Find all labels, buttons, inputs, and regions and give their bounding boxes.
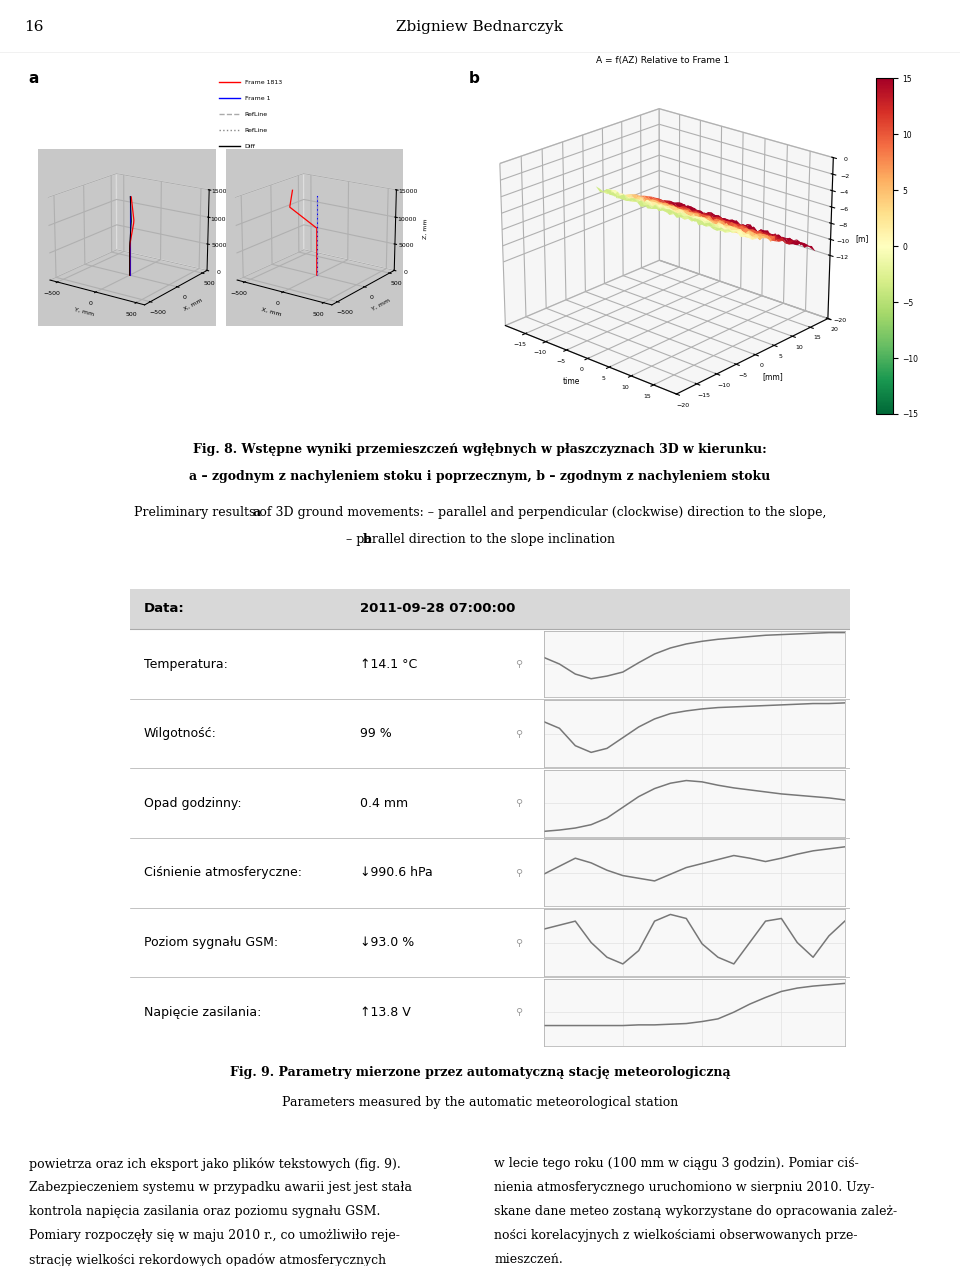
Text: ↑14.1 °C: ↑14.1 °C	[360, 657, 418, 671]
Bar	[130, 589, 850, 629]
Text: ⚲: ⚲	[515, 938, 522, 947]
Text: ⚲: ⚲	[515, 868, 522, 877]
Text: w lecie tego roku (100 mm w ciągu 3 godzin). Pomiar ciś-: w lecie tego roku (100 mm w ciągu 3 godz…	[494, 1157, 859, 1170]
Text: Frame 1813: Frame 1813	[245, 80, 282, 85]
Text: Pomiary rozpoczęły się w maju 2010 r., co umożliwiło reje-: Pomiary rozpoczęły się w maju 2010 r., c…	[29, 1229, 399, 1242]
Text: ↑13.8 V: ↑13.8 V	[360, 1005, 411, 1019]
Text: ⚲: ⚲	[515, 660, 522, 668]
Text: Frame 1: Frame 1	[245, 96, 270, 101]
Text: b: b	[363, 533, 372, 546]
Text: a: a	[29, 71, 39, 86]
Text: ności korelacyjnych z wielkościami obserwowanych prze-: ności korelacyjnych z wielkościami obser…	[494, 1229, 858, 1242]
Text: Data:: Data:	[144, 603, 184, 615]
Text: Temperatura:: Temperatura:	[144, 657, 228, 671]
Text: Parameters measured by the automatic meteorological station: Parameters measured by the automatic met…	[282, 1096, 678, 1109]
Text: Diff: Diff	[245, 144, 255, 148]
Y-axis label: X, mm: X, mm	[183, 298, 204, 311]
Text: Zabezpieczeniem systemu w przypadku awarii jest jest stała: Zabezpieczeniem systemu w przypadku awar…	[29, 1181, 412, 1194]
X-axis label: Y, mm: Y, mm	[74, 306, 94, 316]
Text: mieszczeń.: mieszczeń.	[494, 1253, 564, 1266]
X-axis label: X, mm: X, mm	[261, 306, 282, 316]
Text: Zbigniew Bednarczyk: Zbigniew Bednarczyk	[396, 19, 564, 34]
Text: Fig. 8. Wstępne wyniki przemieszczeń wgłębnych w płaszczyznach 3D w kierunku:: Fig. 8. Wstępne wyniki przemieszczeń wgł…	[193, 443, 767, 456]
Text: 16: 16	[24, 19, 43, 34]
Text: strację wielkości rekordowych opadów atmosferycznych: strację wielkości rekordowych opadów atm…	[29, 1253, 386, 1266]
Text: ⚲: ⚲	[515, 1008, 522, 1017]
Text: Wilgotność:: Wilgotność:	[144, 727, 217, 741]
Text: powietrza oraz ich eksport jako plików tekstowych (fig. 9).: powietrza oraz ich eksport jako plików t…	[29, 1157, 400, 1171]
Title: A = f(AZ) Relative to Frame 1: A = f(AZ) Relative to Frame 1	[596, 56, 729, 65]
Text: RefLine: RefLine	[245, 111, 268, 116]
Text: kontrola napięcia zasilania oraz poziomu sygnału GSM.: kontrola napięcia zasilania oraz poziomu…	[29, 1205, 380, 1218]
Text: 2011-09-28 07:00:00: 2011-09-28 07:00:00	[360, 603, 516, 615]
Text: b: b	[468, 71, 479, 86]
Text: – parallel direction to the slope inclination: – parallel direction to the slope inclin…	[346, 533, 614, 546]
Text: nienia atmosferycznego uruchomiono w sierpniu 2010. Uzy-: nienia atmosferycznego uruchomiono w sie…	[494, 1181, 875, 1194]
Text: ↓93.0 %: ↓93.0 %	[360, 936, 415, 950]
Text: a – zgodnym z nachyleniem stoku i poprzecznym, b – zgodnym z nachyleniem stoku: a – zgodnym z nachyleniem stoku i poprze…	[189, 470, 771, 482]
Text: ↓990.6 hPa: ↓990.6 hPa	[360, 866, 433, 880]
Text: Opad godzinny:: Opad godzinny:	[144, 796, 242, 810]
Text: Fig. 9. Parametry mierzone przez automatyczną stację meteorologiczną: Fig. 9. Parametry mierzone przez automat…	[229, 1066, 731, 1079]
Text: Preliminary results of 3D ground movements: – parallel and perpendicular (clockw: Preliminary results of 3D ground movemen…	[133, 506, 827, 519]
Text: ⚲: ⚲	[515, 799, 522, 808]
Text: Poziom sygnału GSM:: Poziom sygnału GSM:	[144, 936, 278, 950]
Text: 0.4 mm: 0.4 mm	[360, 796, 408, 810]
Y-axis label: [mm]: [mm]	[762, 372, 783, 381]
Text: a: a	[252, 506, 260, 519]
Text: ⚲: ⚲	[515, 729, 522, 738]
Text: Napięcie zasilania:: Napięcie zasilania:	[144, 1005, 261, 1019]
Text: 99 %: 99 %	[360, 727, 392, 741]
Text: RefLine: RefLine	[245, 128, 268, 133]
Y-axis label: Y, mm: Y, mm	[371, 298, 391, 311]
X-axis label: time: time	[564, 377, 581, 386]
Text: skane dane meteo zostaną wykorzystane do opracowania zależ-: skane dane meteo zostaną wykorzystane do…	[494, 1205, 898, 1218]
Text: Ciśnienie atmosferyczne:: Ciśnienie atmosferyczne:	[144, 866, 302, 880]
